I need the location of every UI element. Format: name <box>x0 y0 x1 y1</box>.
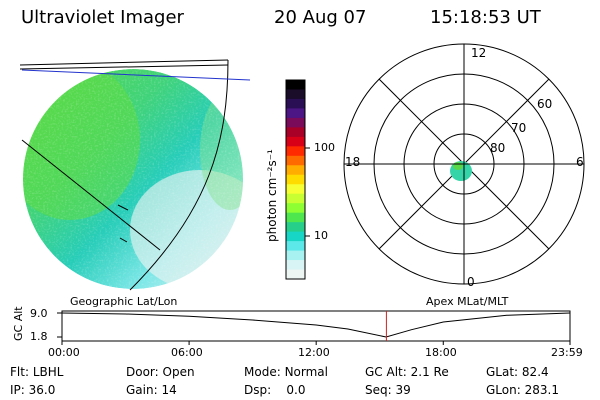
footer-ip: IP: 36.0 <box>10 383 56 397</box>
timeline-x-tick-1: 06:00 <box>171 346 203 359</box>
colorbar-swatch <box>286 250 305 261</box>
footer-seq: Seq: 39 <box>365 383 411 397</box>
colorbar-swatch <box>286 241 305 252</box>
colorbar-swatch <box>286 174 305 185</box>
footer-glon: GLon: 283.1 <box>486 383 559 397</box>
colorbar-swatch <box>286 136 305 147</box>
footer-gain: Gain: 14 <box>126 383 177 397</box>
polar-lat-80: 80 <box>490 141 506 155</box>
colorbar <box>285 79 310 280</box>
colorbar-swatch <box>286 269 305 280</box>
timeline-y-title: GC Alt <box>12 306 25 341</box>
date-label: 20 Aug 07 <box>274 7 367 28</box>
colorbar-swatch <box>286 89 305 100</box>
colorbar-swatch <box>286 260 305 271</box>
polar-label-0: 0 <box>467 275 475 289</box>
timeline-right-label: Apex MLat/MLT <box>426 295 509 308</box>
colorbar-swatch <box>286 127 305 138</box>
colorbar-unit-label: photon cm⁻²s⁻¹ <box>265 149 279 242</box>
timeline-x-tick-2: 12:00 <box>298 346 330 359</box>
footer-glat: GLat: 82.4 <box>486 365 549 379</box>
colorbar-tick-10: 10 <box>314 229 328 242</box>
terminator-line <box>21 69 251 81</box>
colorbar-swatch <box>286 212 305 223</box>
timeline-y-tick-bottom: 1.8 <box>30 330 48 343</box>
polar-lat-60: 60 <box>537 97 553 111</box>
timeline-frame <box>57 310 571 342</box>
time-label: 15:18:53 UT <box>430 7 541 28</box>
colorbar-swatch <box>286 155 305 166</box>
footer-door: Door: Open <box>126 365 195 379</box>
colorbar-swatch <box>286 165 305 176</box>
footer-filter: Flt: LBHL <box>10 365 64 379</box>
timeline-x-tick-4: 23:59 <box>551 346 583 359</box>
uv-image-disk <box>23 69 243 289</box>
colorbar-swatch <box>286 117 305 128</box>
timeline-y-tick-top: 9.0 <box>30 307 48 320</box>
colorbar-swatch <box>286 98 305 110</box>
colorbar-swatch <box>286 146 305 157</box>
colorbar-swatch <box>286 80 305 91</box>
colorbar-tick-100: 100 <box>314 141 335 154</box>
geo-overlay-lines <box>19 59 229 291</box>
colorbar-swatch <box>286 203 305 214</box>
colorbar-swatch <box>286 222 305 233</box>
polar-label-6: 6 <box>576 155 584 169</box>
polar-label-12: 12 <box>471 46 487 60</box>
altitude-curve <box>61 312 571 338</box>
timeline-x-ticks <box>61 341 571 345</box>
app-title: Ultraviolet Imager <box>21 7 184 28</box>
colorbar-swatch <box>286 193 305 204</box>
footer-gc-alt: GC Alt: 2.1 Re <box>365 365 449 379</box>
colorbar-swatch <box>286 108 305 119</box>
colorbar-swatch <box>286 184 305 195</box>
footer-dsp: Dsp: 0.0 <box>244 383 306 397</box>
polar-label-18: 18 <box>345 155 361 169</box>
timeline-x-tick-3: 18:00 <box>425 346 457 359</box>
polar-aurora-patch <box>450 152 476 182</box>
colorbar-swatch <box>286 231 305 242</box>
timeline-x-tick-0: 00:00 <box>48 346 80 359</box>
polar-lat-70: 70 <box>511 121 527 135</box>
footer-mode: Mode: Normal <box>244 365 328 379</box>
timeline-left-label: Geographic Lat/Lon <box>70 295 178 308</box>
